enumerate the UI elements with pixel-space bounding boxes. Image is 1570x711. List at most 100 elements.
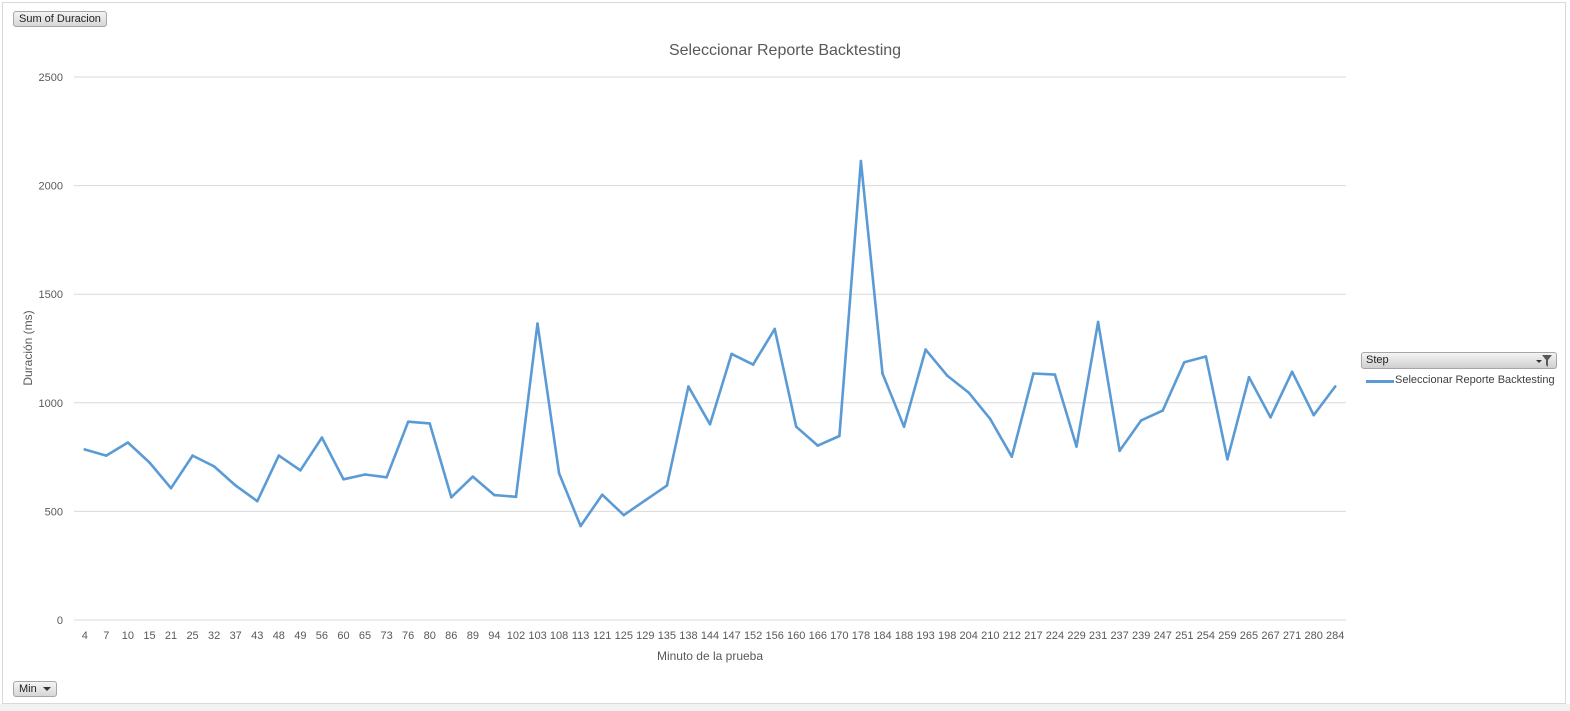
data-point: [751, 363, 755, 366]
x-tick-label: 135: [658, 630, 676, 642]
x-tick-label: 94: [488, 630, 500, 642]
x-tick-label: 121: [593, 630, 611, 642]
x-tick-label: 280: [1304, 630, 1322, 642]
data-point: [1075, 445, 1078, 448]
x-tick-label: 152: [744, 630, 762, 642]
data-point: [1204, 355, 1208, 358]
x-axis-ticks: 4 7 10 15 21 25 32 37 43 48 49 56 60 65 73 76 80 86 89 94 10…: [82, 630, 1345, 642]
data-point: [536, 322, 539, 325]
x-tick-label: 259: [1218, 630, 1236, 642]
data-point: [1010, 455, 1014, 458]
y-tick-label: 0: [57, 615, 63, 627]
legend-field-button[interactable]: Step: [1361, 352, 1557, 369]
x-tick-label: 231: [1089, 630, 1107, 642]
legend-entry-label: Seleccionar Reporte Backtesting: [1395, 374, 1555, 386]
data-point: [342, 477, 345, 481]
dropdown-arrow-icon: [43, 687, 51, 691]
data-point: [385, 475, 388, 479]
x-tick-label: 76: [402, 630, 414, 642]
x-tick-label: 15: [143, 630, 155, 642]
x-tick-label: 254: [1197, 630, 1215, 642]
x-tick-label: 7: [103, 630, 109, 642]
x-tick-label: 184: [873, 630, 891, 642]
data-point: [1118, 449, 1121, 453]
x-tick-label: 25: [186, 630, 198, 642]
data-point: [83, 448, 87, 451]
data-point: [471, 475, 475, 478]
data-point: [622, 513, 626, 517]
data-point: [169, 486, 173, 490]
y-axis-ticks: 0 500 1000 1500 2000 2500: [39, 72, 63, 627]
x-tick-label: 125: [615, 630, 633, 642]
x-tick-label: 188: [895, 630, 913, 642]
data-point: [730, 352, 733, 356]
x-tick-label: 204: [960, 630, 978, 642]
data-point: [255, 499, 259, 503]
x-tick-label: 147: [722, 630, 740, 642]
data-point: [1290, 370, 1294, 374]
data-point: [277, 454, 281, 457]
y-tick-label: 1000: [39, 398, 63, 410]
x-tick-label: 103: [528, 630, 546, 642]
x-tick-label: 89: [467, 630, 479, 642]
data-point: [1226, 457, 1229, 461]
x-tick-label: 108: [550, 630, 568, 642]
data-point: [1183, 360, 1186, 364]
data-point: [773, 327, 776, 331]
x-tick-label: 86: [445, 630, 457, 642]
y-tick-label: 500: [45, 506, 63, 518]
x-tick-label: 49: [294, 630, 306, 642]
x-tick-label: 251: [1175, 630, 1193, 642]
x-tick-label: 212: [1003, 630, 1021, 642]
chart-title: Seleccionar Reporte Backtesting: [669, 42, 901, 59]
data-point: [299, 469, 302, 472]
data-point: [816, 444, 820, 447]
x-tick-label: 144: [701, 630, 719, 642]
data-point: [881, 372, 884, 375]
data-point: [557, 472, 561, 475]
x-axis-title: Minuto de la prueba: [657, 649, 763, 663]
data-point: [1312, 413, 1315, 417]
data-point: [1247, 375, 1251, 379]
data-point: [924, 348, 927, 351]
x-tick-label: 80: [424, 630, 436, 642]
data-point: [514, 495, 518, 499]
x-tick-label: 10: [122, 630, 134, 642]
data-point: [212, 465, 216, 468]
data-point: [579, 524, 582, 528]
data-point: [1269, 416, 1272, 419]
x-tick-label: 4: [82, 630, 88, 642]
data-point: [1333, 385, 1337, 388]
data-point: [665, 484, 669, 487]
filter-icon[interactable]: [1535, 354, 1553, 368]
data-point: [1139, 419, 1143, 422]
x-tick-label: 267: [1261, 630, 1279, 642]
data-point: [988, 417, 992, 421]
x-tick-label: 284: [1326, 630, 1344, 642]
x-tick-label: 217: [1024, 630, 1042, 642]
data-point: [859, 159, 863, 163]
legend-field-label: Step: [1366, 354, 1389, 366]
data-point: [234, 484, 237, 487]
x-tick-label: 21: [165, 630, 177, 642]
data-point: [406, 420, 410, 423]
x-tick-label: 210: [981, 630, 999, 642]
x-tick-label: 166: [809, 630, 827, 642]
value-field-button[interactable]: Sum of Duracion: [13, 11, 107, 27]
data-point: [838, 434, 841, 438]
x-tick-label: 129: [636, 630, 654, 642]
x-tick-label: 271: [1283, 630, 1301, 642]
x-tick-label: 229: [1067, 630, 1085, 642]
axis-field-button[interactable]: Min: [13, 681, 57, 697]
data-point: [363, 473, 367, 476]
x-tick-label: 237: [1110, 630, 1128, 642]
data-point: [600, 493, 604, 496]
x-tick-label: 32: [208, 630, 220, 642]
data-point: [148, 461, 151, 464]
x-tick-label: 265: [1240, 630, 1258, 642]
data-point: [1161, 409, 1165, 412]
x-tick-label: 113: [572, 630, 590, 642]
data-point: [449, 495, 453, 499]
